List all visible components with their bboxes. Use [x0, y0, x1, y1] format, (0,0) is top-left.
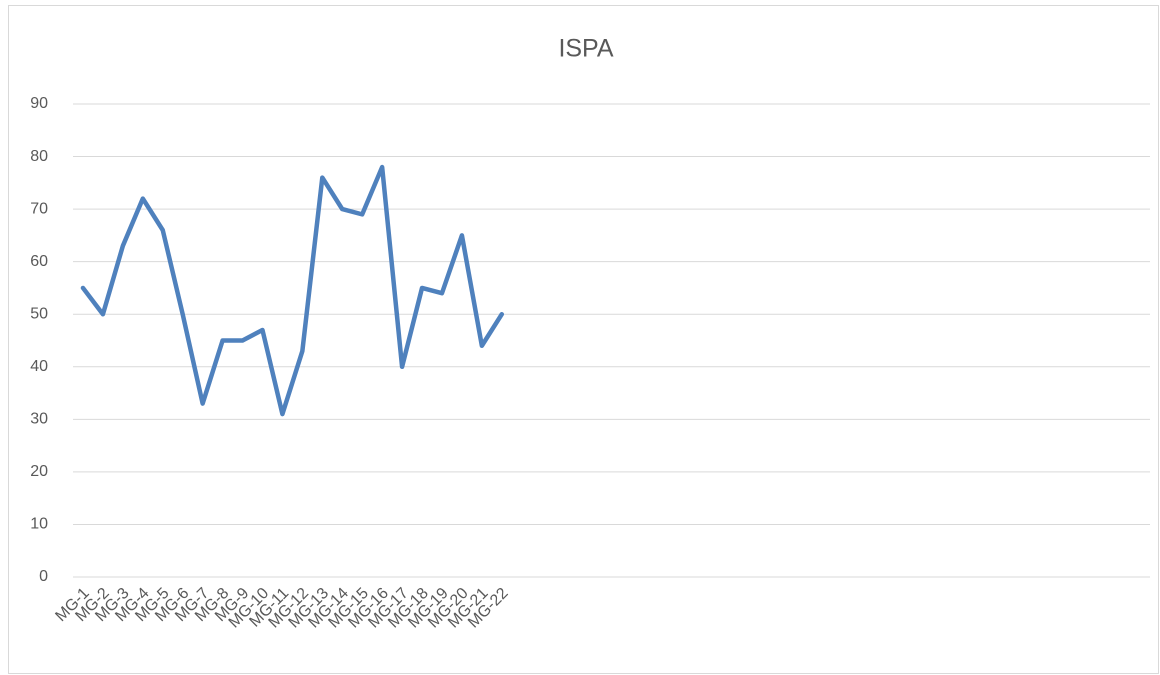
y-tick-label: 10: [30, 516, 48, 533]
y-tick-label: 80: [30, 148, 48, 165]
y-tick-label: 30: [30, 411, 48, 428]
chart-title: ISPA: [558, 35, 613, 63]
y-tick-label: 50: [30, 305, 48, 322]
series-line: [80, 164, 505, 417]
y-tick-label: 0: [39, 568, 48, 585]
y-tick-label: 20: [30, 463, 48, 480]
chart-border: [8, 5, 1159, 674]
y-tick-label: 40: [30, 358, 48, 375]
y-tick-label: 90: [30, 95, 48, 112]
y-tick-label: 70: [30, 200, 48, 217]
y-tick-label: 60: [30, 253, 48, 270]
